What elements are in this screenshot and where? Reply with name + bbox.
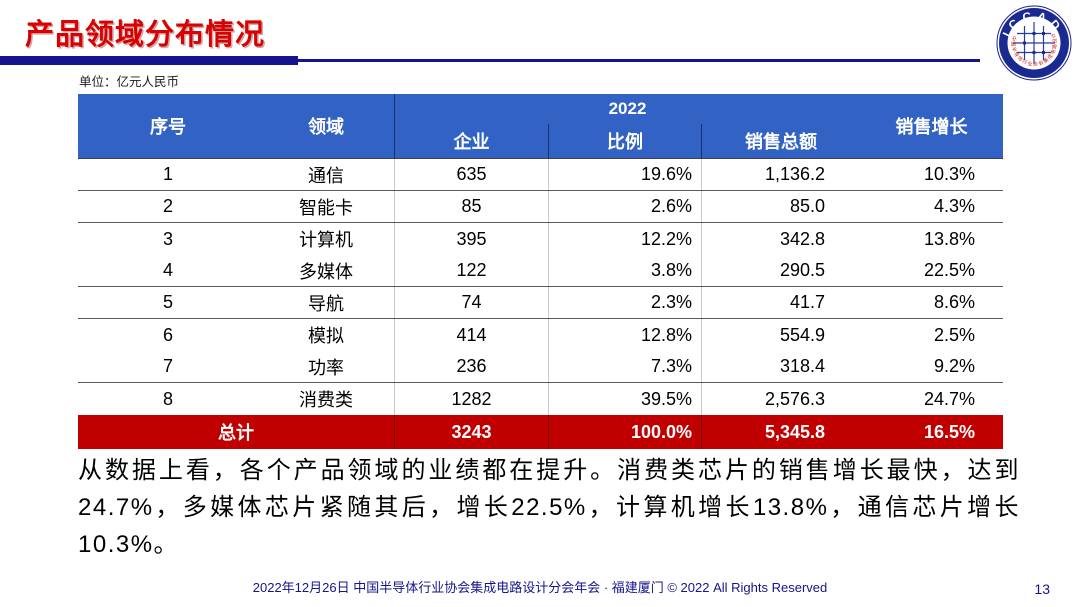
cell-ratio: 2.6%	[549, 191, 702, 222]
cell-enterprises: 635	[395, 159, 549, 190]
cell-sales: 85.0	[789, 196, 825, 216]
unit-label: 单位：亿元人民币	[79, 75, 180, 89]
cell-index: 4	[162, 260, 173, 280]
cell-index: 5	[162, 292, 173, 312]
cell-field: 计算机	[258, 223, 395, 255]
cell-enterprises: 122	[395, 255, 549, 286]
iccad-logo-icon: ICCAD 中国半导体行业协会集成电路设计分会	[996, 5, 1072, 81]
header-year-group: 2022	[608, 99, 647, 118]
table-body: 1 通信 635 19.6% 1,136.2 10.3% 2 智能卡 85 2.…	[78, 158, 1003, 415]
table-row: 3 计算机 395 12.2% 342.8 13.8%	[78, 223, 1003, 255]
cell-ratio: 2.3%	[549, 287, 702, 318]
cell-index: 3	[162, 228, 173, 249]
summary-paragraph: 从数据上看，各个产品领域的业绩都在提升。消费类芯片的销售增长最快，达到24.7%…	[78, 457, 1020, 558]
table-row: 2 智能卡 85 2.6% 85.0 4.3%	[78, 191, 1003, 223]
cell-sales: 2,576.3	[764, 388, 825, 409]
total-enterprises: 3243	[395, 415, 549, 449]
cell-enterprises: 395	[395, 223, 549, 255]
cell-enterprises: 1282	[395, 383, 549, 415]
cell-ratio: 7.3%	[549, 351, 702, 382]
total-ratio: 100.0%	[549, 415, 702, 449]
header-index: 序号	[150, 117, 186, 137]
title-underline-thin	[298, 59, 980, 62]
header-ratio: 比例	[549, 124, 702, 158]
cell-enterprises: 85	[395, 191, 549, 222]
cell-growth: 22.5%	[923, 260, 975, 280]
table-row: 7 功率 236 7.3% 318.4 9.2%	[78, 351, 1003, 383]
cell-growth: 9.2%	[933, 356, 975, 376]
cell-ratio: 12.8%	[549, 319, 702, 351]
header-enterprises: 企业	[395, 124, 549, 158]
table-row: 6 模拟 414 12.8% 554.9 2.5%	[78, 319, 1003, 351]
cell-index: 1	[162, 164, 173, 184]
cell-field: 导航	[258, 287, 395, 318]
header-growth: 销售增长	[895, 117, 968, 137]
table-header: 序号 领域 2022 企业 比例 销售总额 销售增长	[78, 94, 1003, 158]
cell-field: 多媒体	[258, 255, 395, 286]
cell-field: 模拟	[258, 319, 395, 351]
cell-growth: 24.7%	[923, 388, 975, 409]
total-label: 总计	[78, 415, 395, 449]
total-growth: 16.5%	[923, 421, 975, 442]
cell-enterprises: 74	[395, 287, 549, 318]
cell-index: 8	[162, 388, 173, 409]
title-underline-thick	[0, 56, 298, 65]
cell-sales: 342.8	[779, 228, 825, 249]
cell-growth: 8.6%	[933, 292, 975, 312]
table-row: 4 多媒体 122 3.8% 290.5 22.5%	[78, 255, 1003, 287]
cell-index: 7	[162, 356, 173, 376]
cell-growth: 2.5%	[933, 324, 975, 345]
cell-enterprises: 414	[395, 319, 549, 351]
cell-sales: 41.7	[789, 292, 825, 312]
cell-ratio: 39.5%	[549, 383, 702, 415]
cell-growth: 4.3%	[933, 196, 975, 216]
page-title: 产品领域分布情况	[25, 19, 266, 51]
cell-sales: 1,136.2	[764, 164, 825, 184]
cell-enterprises: 236	[395, 351, 549, 382]
cell-sales: 318.4	[779, 356, 825, 376]
product-domain-table: 序号 领域 2022 企业 比例 销售总额 销售增长 1 通信 635 19.6…	[78, 94, 1003, 449]
cell-index: 6	[162, 324, 173, 345]
cell-sales: 554.9	[779, 324, 825, 345]
table-total-row: 总计 3243 100.0% 5,345.8 16.5%	[78, 415, 1003, 449]
cell-field: 功率	[258, 351, 395, 382]
cell-ratio: 12.2%	[549, 223, 702, 255]
cell-growth: 13.8%	[923, 228, 975, 249]
cell-field: 智能卡	[258, 191, 395, 222]
total-sales: 5,345.8	[764, 421, 825, 442]
page-number: 13	[1034, 581, 1050, 597]
cell-field: 通信	[258, 159, 395, 190]
table-row: 1 通信 635 19.6% 1,136.2 10.3%	[78, 159, 1003, 191]
cell-field: 消费类	[258, 383, 395, 415]
cell-ratio: 3.8%	[549, 255, 702, 286]
table-row: 8 消费类 1282 39.5% 2,576.3 24.7%	[78, 383, 1003, 415]
cell-sales: 290.5	[779, 260, 825, 280]
table-row: 5 导航 74 2.3% 41.7 8.6%	[78, 287, 1003, 319]
cell-ratio: 19.6%	[549, 159, 702, 190]
footer-text: 2022年12月26日 中国半导体行业协会集成电路设计分会年会 · 福建厦门 ©…	[252, 580, 828, 595]
header-field: 领域	[258, 94, 395, 158]
cell-index: 2	[162, 196, 173, 216]
header-sales: 销售总额	[745, 132, 817, 152]
cell-growth: 10.3%	[923, 164, 975, 184]
